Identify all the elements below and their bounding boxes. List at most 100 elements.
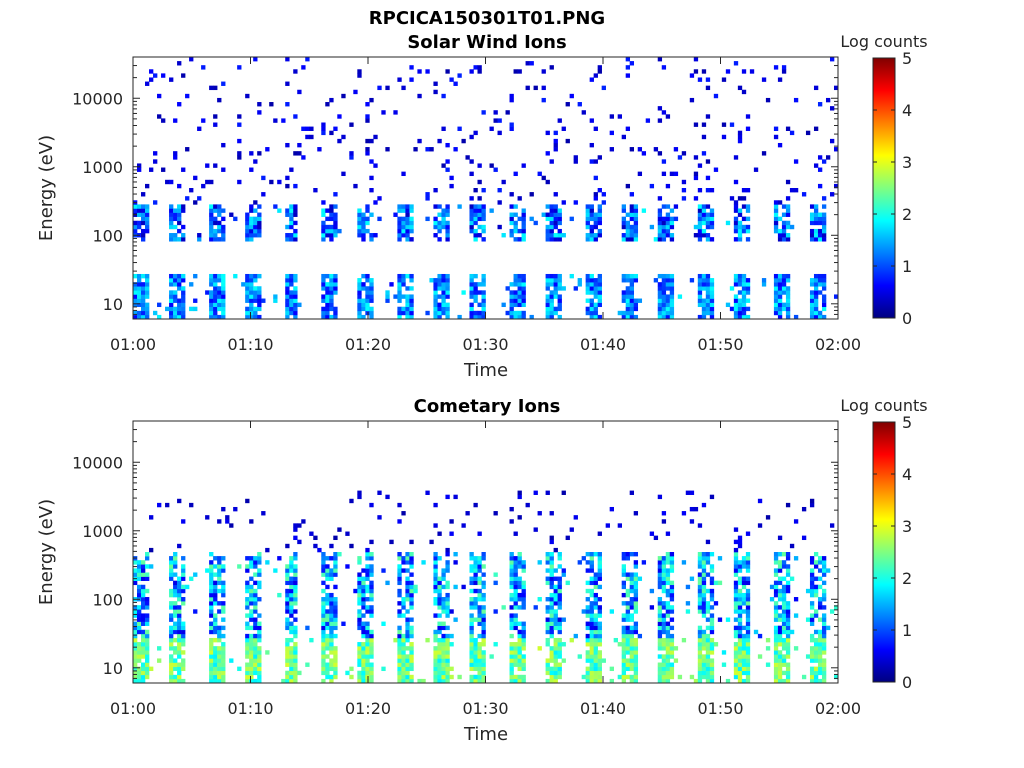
heatmap-cell bbox=[625, 57, 631, 62]
heatmap-cell bbox=[293, 228, 298, 234]
heatmap-cell bbox=[597, 216, 602, 222]
heatmap-cell bbox=[201, 183, 206, 189]
heatmap-cell bbox=[709, 580, 715, 586]
heatmap-cell bbox=[181, 629, 186, 635]
heatmap-cell bbox=[397, 220, 402, 226]
heatmap-cell bbox=[773, 560, 779, 565]
heatmap-cell bbox=[137, 286, 142, 291]
heatmap-cell bbox=[329, 629, 334, 635]
heatmap-cell bbox=[253, 625, 258, 631]
heatmap-cell bbox=[733, 237, 739, 242]
heatmap-cell bbox=[445, 658, 450, 663]
heatmap-cell bbox=[557, 273, 562, 279]
heatmap-cell bbox=[633, 601, 639, 606]
heatmap-cell bbox=[141, 617, 146, 622]
heatmap-cell bbox=[425, 196, 430, 201]
heatmap-cell bbox=[133, 650, 138, 655]
heatmap-cell bbox=[181, 625, 186, 631]
heatmap-cell bbox=[521, 642, 526, 647]
heatmap-cell bbox=[213, 674, 218, 680]
heatmap-cell bbox=[741, 678, 747, 684]
heatmap-cell bbox=[289, 237, 294, 242]
heatmap-cell bbox=[669, 605, 675, 610]
heatmap-cell bbox=[437, 674, 442, 680]
heatmap-cell bbox=[745, 617, 751, 622]
heatmap-cell bbox=[401, 650, 406, 655]
heatmap-cell bbox=[521, 298, 526, 303]
heatmap-cell bbox=[509, 126, 514, 131]
heatmap-cell bbox=[209, 212, 214, 217]
heatmap-cell bbox=[661, 601, 667, 606]
heatmap-cell bbox=[253, 233, 258, 238]
heatmap-cell bbox=[637, 633, 643, 639]
heatmap-cell bbox=[437, 556, 442, 561]
heatmap-cell bbox=[597, 666, 602, 672]
heatmap-cell bbox=[469, 625, 474, 631]
heatmap-cell bbox=[245, 678, 250, 684]
heatmap-cell bbox=[217, 662, 222, 667]
heatmap-cell bbox=[745, 601, 751, 606]
heatmap-cell bbox=[777, 662, 783, 667]
heatmap-cell bbox=[725, 220, 731, 226]
heatmap-cell bbox=[477, 282, 482, 287]
heatmap-cell bbox=[793, 613, 799, 618]
heatmap-cell bbox=[365, 637, 370, 643]
heatmap-cell bbox=[253, 556, 258, 561]
heatmap-cell bbox=[293, 208, 298, 213]
heatmap-cell bbox=[405, 286, 410, 291]
heatmap-cell bbox=[145, 224, 150, 230]
heatmap-cell bbox=[333, 613, 338, 618]
heatmap-cell bbox=[293, 588, 298, 594]
heatmap-cell bbox=[169, 556, 174, 561]
heatmap-cell bbox=[761, 151, 767, 156]
heatmap-cell bbox=[321, 560, 326, 565]
heatmap-cell bbox=[633, 216, 639, 222]
heatmap-cell bbox=[177, 588, 182, 594]
heatmap-cell bbox=[477, 69, 482, 74]
heatmap-cell bbox=[665, 621, 671, 626]
heatmap-cell bbox=[405, 204, 410, 209]
heatmap-cell bbox=[141, 637, 146, 643]
heatmap-cell bbox=[629, 584, 635, 590]
heatmap-cell bbox=[521, 580, 526, 586]
heatmap-cell bbox=[293, 114, 298, 119]
heatmap-cell bbox=[337, 138, 342, 144]
heatmap-cell bbox=[777, 564, 783, 569]
heatmap-cell bbox=[445, 142, 450, 148]
heatmap-cell bbox=[209, 654, 214, 659]
heatmap-cell bbox=[477, 163, 482, 168]
heatmap-cell bbox=[773, 678, 779, 684]
heatmap-cell bbox=[245, 298, 250, 303]
y-axis-title-cometary: Energy (eV) bbox=[36, 499, 57, 605]
heatmap-cell bbox=[821, 273, 827, 279]
heatmap-cell bbox=[661, 286, 667, 291]
heatmap-cell bbox=[785, 629, 791, 635]
heatmap-cell bbox=[553, 294, 558, 299]
heatmap-cell bbox=[593, 576, 598, 581]
heatmap-cell bbox=[153, 151, 158, 156]
heatmap-cell bbox=[437, 212, 442, 217]
heatmap-cell bbox=[433, 302, 438, 308]
heatmap-cell bbox=[709, 576, 715, 581]
heatmap-cell bbox=[661, 216, 667, 222]
heatmap-cell bbox=[629, 273, 635, 279]
heatmap-cell bbox=[365, 208, 370, 213]
heatmap-cell bbox=[777, 658, 783, 663]
heatmap-cell bbox=[657, 298, 663, 303]
heatmap-cell bbox=[249, 233, 254, 238]
heatmap-cell bbox=[433, 650, 438, 655]
heatmap-cell bbox=[813, 212, 819, 217]
heatmap-cell bbox=[549, 584, 554, 590]
heatmap-cell bbox=[633, 678, 639, 684]
heatmap-cell bbox=[213, 556, 218, 561]
heatmap-cell bbox=[461, 584, 466, 590]
heatmap-cell bbox=[465, 511, 470, 516]
heatmap-cell bbox=[365, 666, 370, 672]
heatmap-cell bbox=[633, 650, 639, 655]
heatmap-cell bbox=[553, 142, 558, 148]
heatmap-cell bbox=[773, 588, 779, 594]
heatmap-cell bbox=[369, 597, 374, 602]
heatmap-cell bbox=[329, 228, 334, 234]
heatmap-cell bbox=[245, 290, 250, 295]
heatmap-cell bbox=[361, 666, 366, 672]
